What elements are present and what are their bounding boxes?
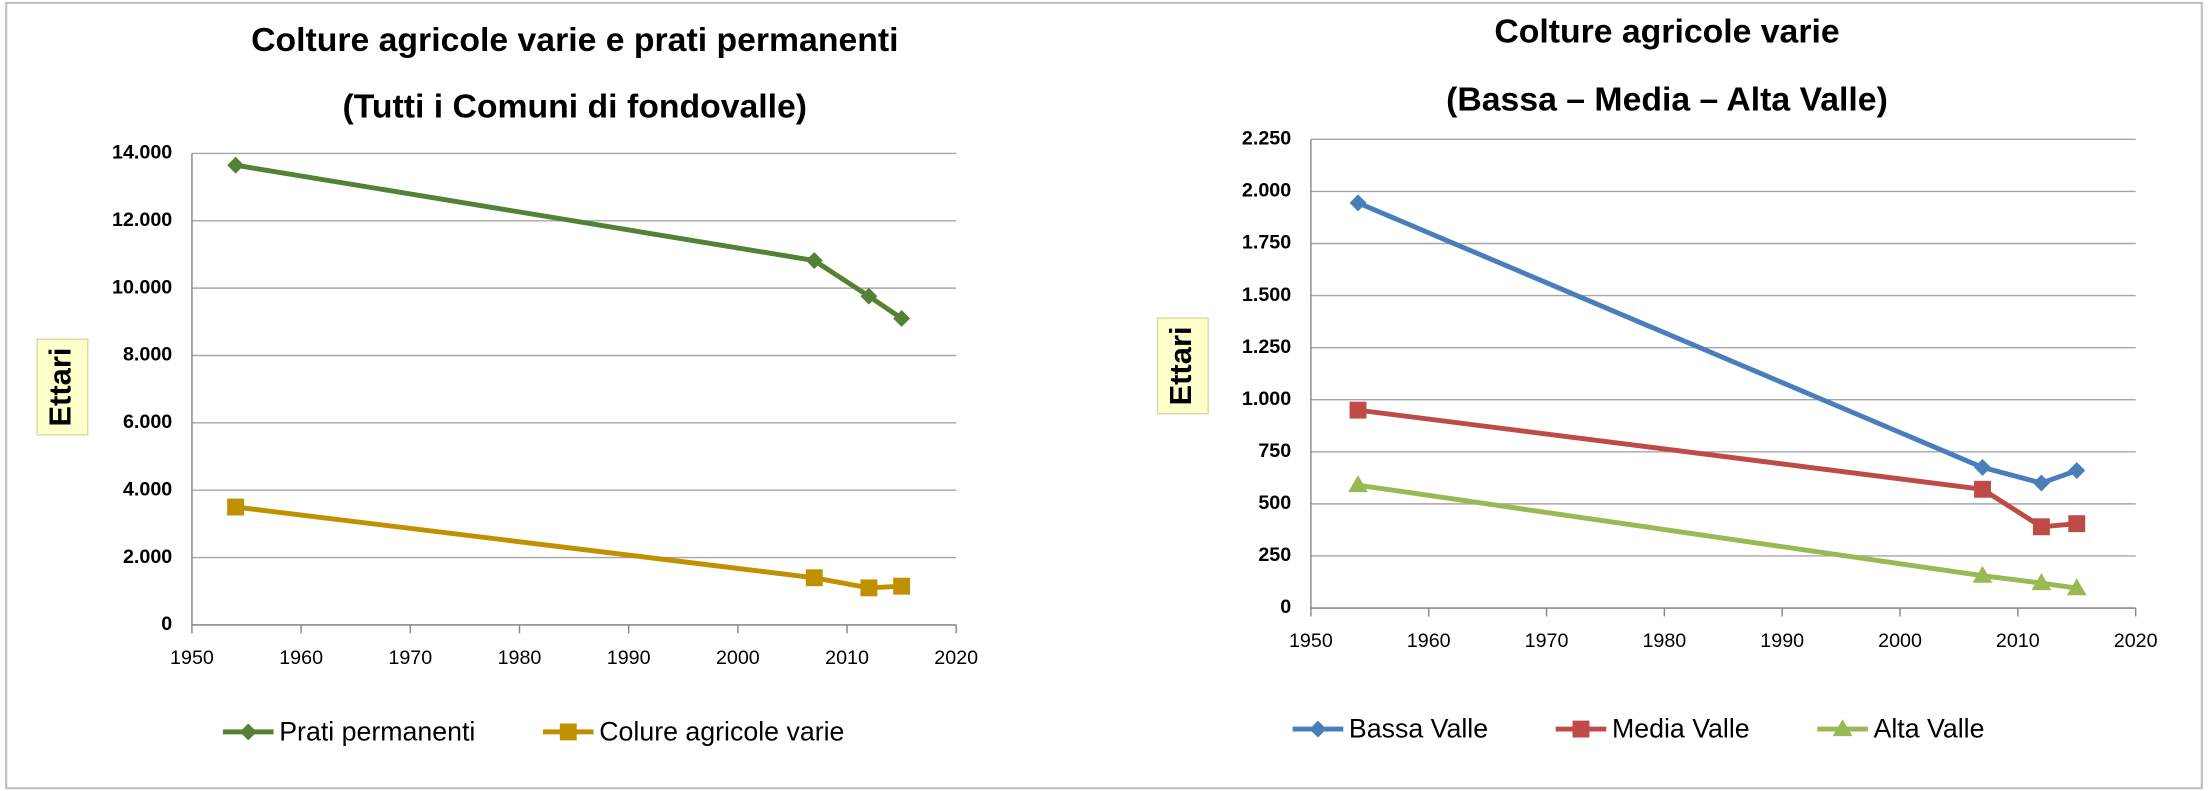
x-tick-label: 1980 [498,647,542,669]
y-label-box [36,338,89,436]
point-marker [1974,458,1991,476]
x-tick-label: 2020 [934,647,978,669]
x-tick-label: 1980 [1642,630,1686,652]
y-tick-label: 0 [161,613,172,635]
y-tick-label: 1.250 [1242,336,1291,358]
y-tick-label: 0 [1280,596,1291,618]
legend-marker [1309,720,1327,738]
point-marker [2068,462,2086,479]
chart-title: Colture agricole varie e prati permanent… [251,21,898,59]
point-marker [860,579,878,597]
x-tick-label: 1950 [170,647,214,669]
series-line [1357,407,2077,530]
series-line [1357,482,2078,591]
legend-label: Colure agricole varie [599,716,844,746]
frame [5,1,2203,790]
x-tick-label: 1960 [279,647,323,669]
point-marker [2068,515,2086,533]
point-marker [893,577,911,595]
y-tick-label: 500 [1258,492,1291,514]
y-label-box [1156,317,1209,415]
y-tick-label: 2.250 [1242,128,1291,150]
y-axis-label: Ettari [43,347,78,426]
y-tick-label: 14.000 [112,142,172,164]
point-marker [1349,194,1367,212]
legend-label: Bassa Valle [1349,714,1488,744]
x-tick-label: 1990 [607,647,651,669]
y-tick-label: 8.000 [123,344,172,366]
point-marker [2032,518,2050,536]
point-marker [2031,573,2052,591]
x-tick-label: 2010 [825,647,869,669]
x-tick-label: 1990 [1760,630,1804,652]
y-tick-label: 2.000 [1242,180,1291,202]
point-marker [1972,565,1993,583]
chart-subtitle: (Tutti i Comuni di fondovalle) [343,87,808,125]
x-tick-label: 2010 [1996,630,2040,652]
y-tick-label: 2.000 [123,546,172,568]
y-tick-label: 6.000 [123,411,172,433]
point-marker [2032,474,2050,492]
chart-subtitle: (Bassa – Media – Alta Valle) [1446,80,1888,118]
point-marker [1349,401,1367,419]
x-tick-label: 2000 [1878,630,1922,652]
legend-marker [1832,719,1853,737]
x-tick-label: 2020 [2114,630,2158,652]
point-marker [2066,578,2087,596]
legend-marker [239,723,257,741]
legend-marker [559,723,577,741]
y-tick-label: 12.000 [112,209,172,231]
point-marker [1348,475,1368,493]
y-tick-label: 1.000 [1242,388,1291,410]
legend-label: Prati permanenti [279,716,475,746]
y-tick-label: 750 [1258,440,1291,462]
x-tick-label: 1970 [388,647,432,669]
x-tick-label: 1970 [1525,630,1569,652]
y-tick-label: 1.750 [1242,232,1291,254]
series-line [235,504,902,591]
point-marker [227,498,245,516]
y-tick-label: 1.500 [1242,284,1291,306]
x-tick-label: 1950 [1289,630,1333,652]
legend-marker [1572,720,1590,738]
legend-label: Alta Valle [1874,714,1985,744]
y-tick-label: 4.000 [123,478,172,500]
x-tick-label: 2000 [716,647,760,669]
point-marker [1974,480,1991,498]
series-line [1357,200,2078,486]
point-marker [805,569,823,587]
series-line [235,162,904,321]
legend-label: Media Valle [1612,714,1750,744]
y-axis-label: Ettari [1163,326,1198,405]
y-tick-label: 10.000 [112,276,172,298]
x-tick-label: 1960 [1407,630,1451,652]
chart-title: Colture agricole varie [1494,13,1839,51]
y-tick-label: 250 [1258,544,1291,566]
